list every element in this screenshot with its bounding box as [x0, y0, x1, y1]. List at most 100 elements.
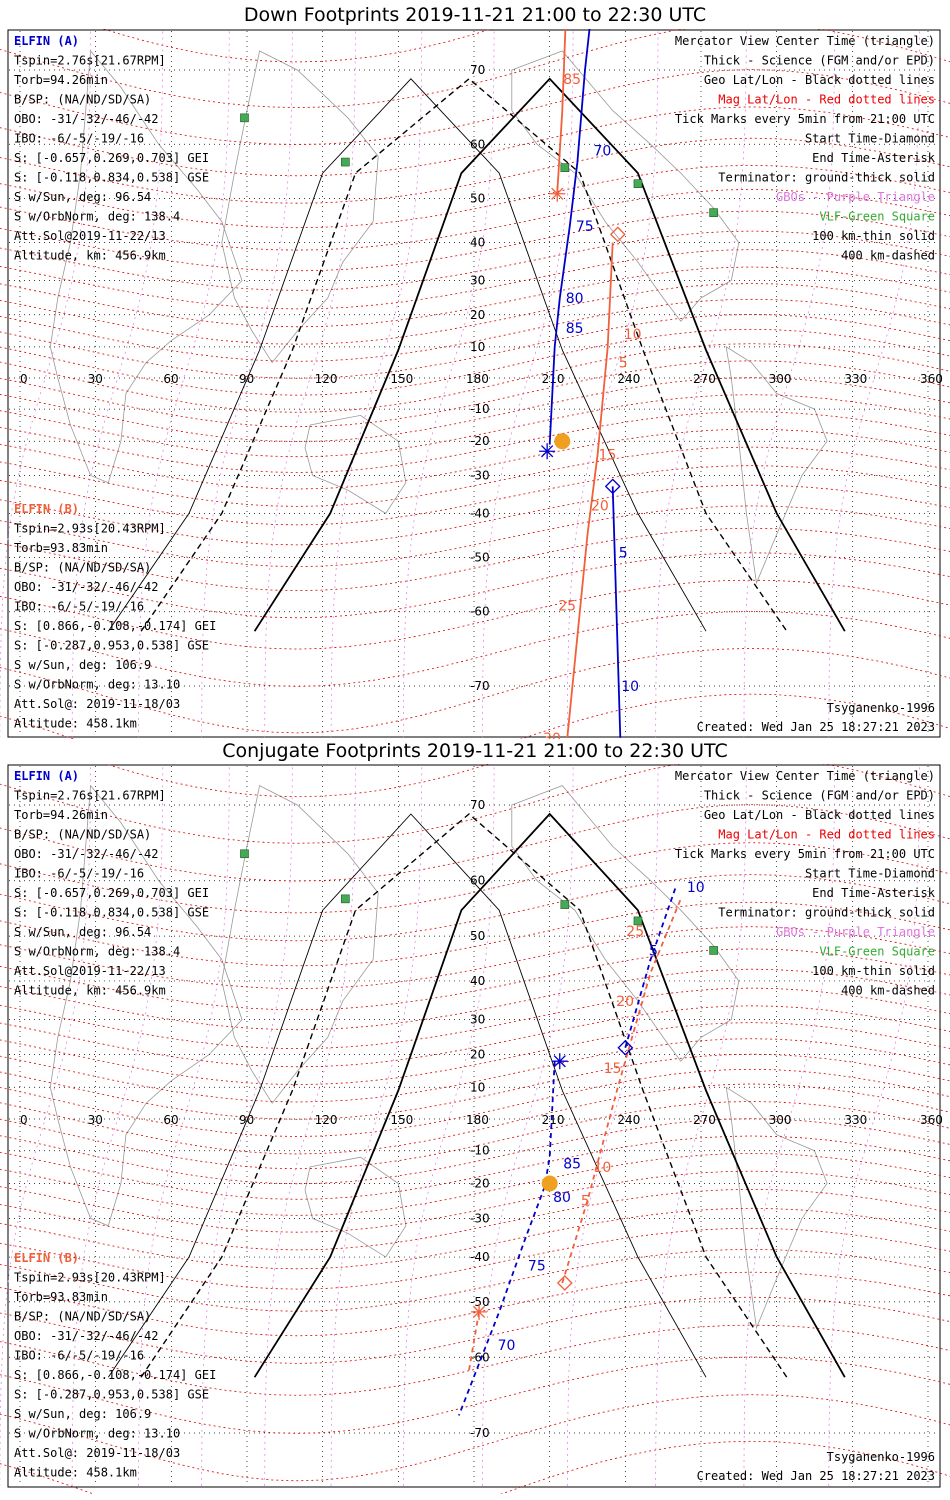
x-tick-label: 270	[693, 372, 716, 386]
legend-line: Geo Lat/Lon - Black dotted lines	[704, 808, 935, 822]
terminator-100km-line	[107, 813, 707, 1378]
elfin-a-info-line: OBO: -31/-32/-46/-42	[14, 112, 159, 126]
x-tick-label: 0	[20, 372, 28, 386]
footprint-track	[548, 29, 591, 445]
elfin-a-info-line: IBO: -6/-5/-19/-16	[14, 867, 144, 881]
elfin-b-info-line: OBO: -31/-32/-46/-42	[14, 580, 159, 594]
mag-longitude-line	[71, 764, 164, 1486]
elfin-a-info-label: ELFIN (A)	[14, 34, 79, 48]
landmass-outline	[49, 49, 243, 484]
legend-line: Terminator: ground-thick solid	[718, 906, 935, 920]
legend-line: Tick Marks every 5min from 21:00 UTC	[675, 847, 935, 861]
legend-line: Tick Marks every 5min from 21:00 UTC	[675, 112, 935, 126]
time-tick-label: 30	[543, 731, 561, 739]
time-tick-label: 85	[563, 72, 581, 88]
elfin-b-info-line: Torb=93.83min	[14, 541, 108, 555]
mag-latitude-line	[0, 1068, 950, 1137]
y-tick-label: 60	[470, 137, 485, 151]
mag-longitude-line	[330, 764, 423, 1486]
x-tick-label: 120	[315, 1113, 338, 1127]
legend-line: Start Time-Diamond	[805, 867, 935, 881]
vlf-station-marker	[240, 113, 249, 123]
y-tick-label: -60	[470, 605, 490, 619]
mag-latitude-line	[0, 69, 950, 145]
mag-latitude-line	[0, 693, 950, 739]
mag-latitude-line	[0, 1152, 950, 1216]
elfin-a-info-line: Att.Sol@2019-11-22/13	[14, 964, 166, 978]
terminator-400km-line	[140, 77, 788, 632]
x-tick-label: 30	[88, 372, 103, 386]
footprint-track	[458, 1061, 556, 1416]
legend-line: VLF-Green Square	[819, 945, 935, 959]
elfin-a-info-line: IBO: -6/-5/-19/-16	[14, 132, 144, 146]
y-tick-label: -50	[470, 550, 490, 564]
legend-line: End Time-Asterisk	[812, 886, 936, 900]
elfin-b-info-label: ELFIN (B)	[14, 1251, 79, 1265]
mag-longitude-line	[264, 764, 356, 1486]
x-tick-label: 240	[617, 1113, 640, 1127]
mag-longitude-line	[655, 764, 747, 1486]
end-time-asterisk	[551, 1053, 568, 1070]
elfin-a-info-line: Torb=94.26min	[14, 808, 108, 822]
y-tick-label: -20	[470, 434, 490, 448]
mag-latitude-line	[104, 764, 491, 798]
asterisk-stroke	[553, 1055, 566, 1068]
mag-latitude-line	[0, 552, 950, 619]
elfin-b-info-line: IBO: -6/-5/-19/-16	[14, 600, 144, 614]
start-time-diamond	[617, 1039, 634, 1056]
x-tick-label: 120	[315, 372, 338, 386]
time-tick-label: 10	[687, 880, 705, 896]
elfin-b-info-line: Att.Sol@: 2019-11-18/03	[14, 697, 180, 711]
legend-line: Thick - Science (FGM and/or EPD)	[704, 789, 935, 803]
created-label: Created: Wed Jan 25 18:27:21 2023	[697, 720, 935, 734]
y-tick-label: 10	[470, 1080, 485, 1094]
x-tick-label: 60	[163, 372, 178, 386]
x-tick-label: 360	[920, 1113, 943, 1127]
mag-latitude-line	[0, 377, 950, 442]
landmass-outline	[221, 785, 379, 1104]
legend-line: Mercator View Center Time (triangle)	[675, 34, 935, 48]
legend-line: Terminator: ground-thick solid	[718, 171, 935, 185]
mag-longitude-line	[566, 29, 659, 738]
elfin-a-info-line: B/SP: (NA/ND/SD/SA)	[14, 828, 151, 842]
time-tick-label: 15	[599, 448, 617, 464]
elfin-a-info-line: S: [-0.657,0.269,0.703] GEI	[14, 886, 209, 900]
end-time-asterisk	[549, 185, 566, 202]
mag-longitude-line	[138, 764, 230, 1486]
mag-longitude-line	[138, 29, 230, 738]
legend-line: Start Time-Diamond	[805, 132, 935, 146]
y-tick-label: -30	[470, 1211, 490, 1225]
y-tick-label: 30	[470, 1013, 485, 1027]
mag-longitude-line	[743, 29, 835, 738]
time-tick-label: 20	[616, 994, 634, 1010]
vlf-station-marker	[341, 894, 350, 904]
y-tick-label: -10	[470, 402, 490, 416]
legend-line: Mag Lat/Lon - Red dotted lines	[718, 828, 935, 842]
y-tick-label: 40	[470, 974, 485, 988]
x-tick-label: 150	[390, 1113, 413, 1127]
time-tick-label: 20	[591, 498, 609, 514]
mag-latitude-line	[0, 1394, 950, 1482]
start-time-diamond	[604, 478, 621, 495]
footprint-track	[566, 242, 614, 738]
vlf-station-marker	[633, 916, 643, 926]
elfin-b-info-line: OBO: -31/-32/-46/-42	[14, 1329, 159, 1343]
y-tick-label: 70	[470, 798, 485, 812]
mag-latitude-line	[0, 1271, 950, 1337]
y-tick-label: 20	[470, 1048, 485, 1062]
vlf-station-marker	[240, 849, 249, 859]
time-tick-label: 85	[566, 321, 584, 337]
mag-latitude-line	[0, 360, 950, 428]
mag-longitude-line	[482, 764, 574, 1486]
legend-line: 400 km-dashed	[841, 249, 935, 263]
landmass-outline	[304, 414, 407, 514]
time-tick-label: 85	[563, 1157, 581, 1173]
time-tick-label: 25	[558, 599, 576, 615]
landmass-outline	[725, 1086, 828, 1330]
time-tick-label: 5	[619, 355, 628, 371]
x-tick-label: 270	[693, 1113, 716, 1127]
legend-line: Geo Lat/Lon - Black dotted lines	[704, 73, 935, 87]
conjugate-footprints-map: 0 30 60 90 120 150 180 210 240 270 300 330 360 70 60 50…	[0, 764, 950, 1494]
x-tick-label: 300	[769, 372, 792, 386]
mag-longitude-line	[403, 29, 495, 738]
